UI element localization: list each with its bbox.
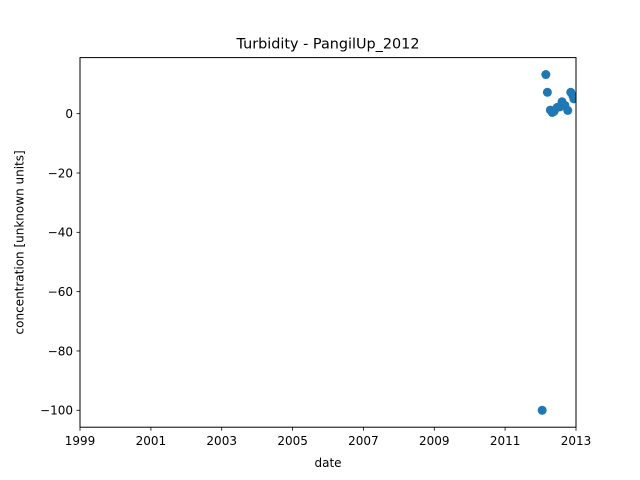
y-tick-label: −40 — [48, 226, 73, 240]
x-axis: 1999 2001 2003 2005 2007 2009 2011 2013 — [65, 427, 592, 448]
x-tick-label: 2007 — [348, 434, 379, 448]
x-tick-label: 2003 — [206, 434, 237, 448]
chart-title: Turbidity - PangilUp_2012 — [236, 37, 420, 53]
x-tick-label: 1999 — [65, 434, 96, 448]
x-tick-label: 2005 — [277, 434, 308, 448]
data-point — [541, 70, 551, 80]
y-tick-label: −80 — [48, 344, 73, 358]
x-tick-label: 2013 — [561, 434, 592, 448]
x-tick-label: 2011 — [490, 434, 521, 448]
x-tick-label: 2009 — [419, 434, 450, 448]
y-axis-label: concentration [unknown units] — [13, 150, 27, 334]
y-axis: 0 −20 −40 −60 −80 −100 — [40, 107, 80, 418]
y-tick-label: 0 — [65, 107, 73, 121]
y-tick-label: −20 — [48, 166, 73, 180]
x-axis-label: date — [314, 456, 341, 470]
y-tick-label: −60 — [48, 285, 73, 299]
data-point — [569, 94, 576, 104]
y-tick-label: −100 — [40, 404, 73, 418]
data-point — [537, 405, 547, 415]
data-point — [563, 105, 573, 115]
plot-area — [537, 70, 576, 415]
data-point — [542, 87, 552, 97]
x-tick-label: 2001 — [136, 434, 167, 448]
plot-frame — [79, 57, 577, 428]
